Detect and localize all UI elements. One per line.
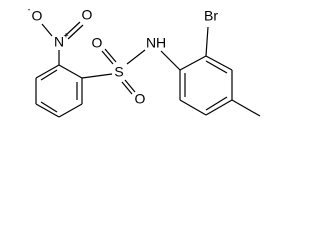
charge: - — [28, 4, 31, 14]
bonds — [35, 21, 261, 118]
atom-label: O — [32, 8, 43, 24]
structure: O - N + O S O O N H Br — [28, 4, 261, 118]
atom-label: O — [82, 7, 93, 23]
atom-label: O — [92, 35, 103, 51]
atom-label: N — [54, 34, 64, 50]
atom-label: N — [146, 35, 156, 51]
atom-label: S — [114, 64, 123, 80]
atom-labels: O - N + O S O O N H Br — [28, 4, 219, 106]
atom-label: O — [135, 91, 146, 107]
atom-label: Br — [204, 8, 218, 24]
charge: + — [63, 30, 68, 40]
atom-label: H — [156, 35, 166, 51]
page: O - N + O S O O N H Br (() => { const da… — [27, 4, 261, 118]
